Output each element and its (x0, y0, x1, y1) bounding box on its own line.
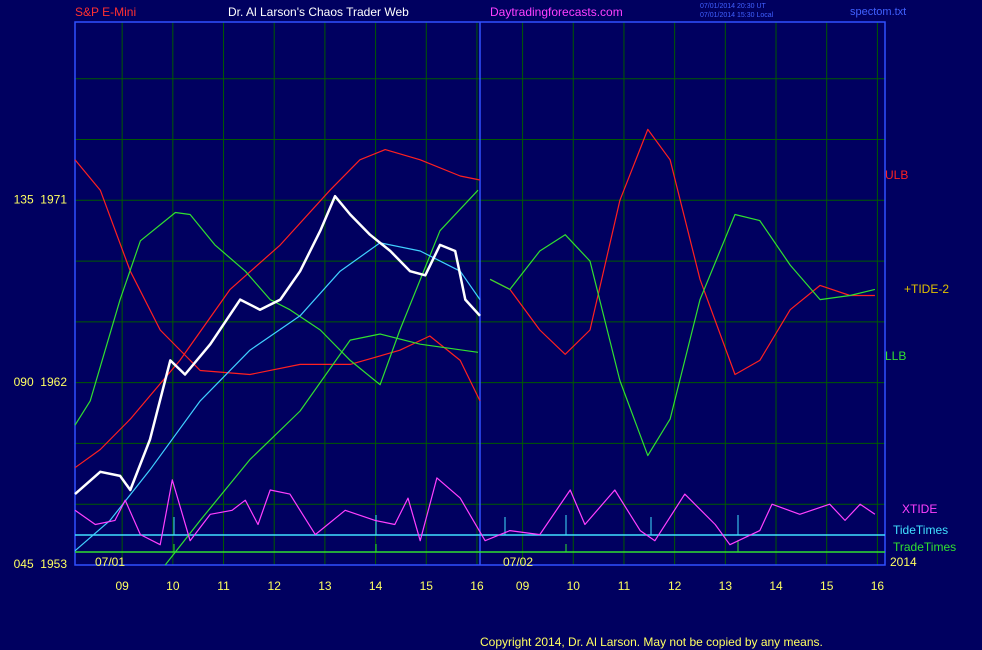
series-line (74, 477, 876, 546)
x-tick-label: 10 (166, 579, 180, 593)
x-tick-label: 12 (268, 579, 282, 593)
x-tick-label: 11 (618, 579, 631, 593)
x-tick-label: 16 (470, 579, 484, 593)
series-line (74, 189, 479, 426)
tide-time-ticks (173, 515, 739, 535)
instrument: S&P E-Mini (75, 5, 136, 19)
series-line (164, 333, 479, 566)
series-label: LLB (885, 349, 906, 363)
tide-times-label: TideTimes (893, 523, 948, 537)
x-tick-label: 12 (668, 579, 682, 593)
date-label: 07/02 (503, 555, 533, 569)
x-tick-label: 11 (217, 579, 230, 593)
x-tick-label: 09 (115, 579, 129, 593)
series-label: ULB (885, 168, 908, 182)
x-tick-label: 14 (769, 579, 783, 593)
site: Daytradingforecasts.com (490, 5, 623, 19)
copyright: Copyright 2014, Dr. Al Larson. May not b… (480, 635, 823, 649)
year-label: 2014 (890, 555, 917, 569)
series-line (74, 194, 481, 496)
tide-label: +TIDE-2 (904, 282, 949, 296)
timestamp: 07/01/2014 15:30 Local (700, 12, 774, 19)
trade-time-ticks (173, 540, 739, 552)
x-tick-label: 10 (567, 579, 581, 593)
timestamp: 07/01/2014 20:30 UT (700, 3, 766, 10)
y-tick-label: 045 1953 (14, 557, 68, 571)
file-name: spectom.txt (850, 6, 906, 18)
series-label: XTIDE (902, 502, 937, 516)
y-tick-label: 090 1962 (14, 375, 68, 389)
x-tick-label: 15 (420, 579, 434, 593)
x-tick-label: 16 (871, 579, 885, 593)
x-tick-label: 15 (820, 579, 834, 593)
x-tick-label: 14 (369, 579, 383, 593)
x-tick-label: 09 (516, 579, 530, 593)
series-line (74, 149, 481, 469)
series-line (489, 213, 876, 457)
trade-times-label: TradeTimes (893, 540, 956, 554)
series-line (74, 159, 481, 402)
x-tick-label: 13 (719, 579, 733, 593)
series-line (489, 128, 875, 376)
x-tick-label: 13 (318, 579, 332, 593)
series-group (74, 128, 876, 566)
chart-title: Dr. Al Larson's Chaos Trader Web (228, 5, 409, 19)
date-label: 07/01 (95, 555, 125, 569)
y-tick-label: 135 1971 (14, 192, 68, 206)
